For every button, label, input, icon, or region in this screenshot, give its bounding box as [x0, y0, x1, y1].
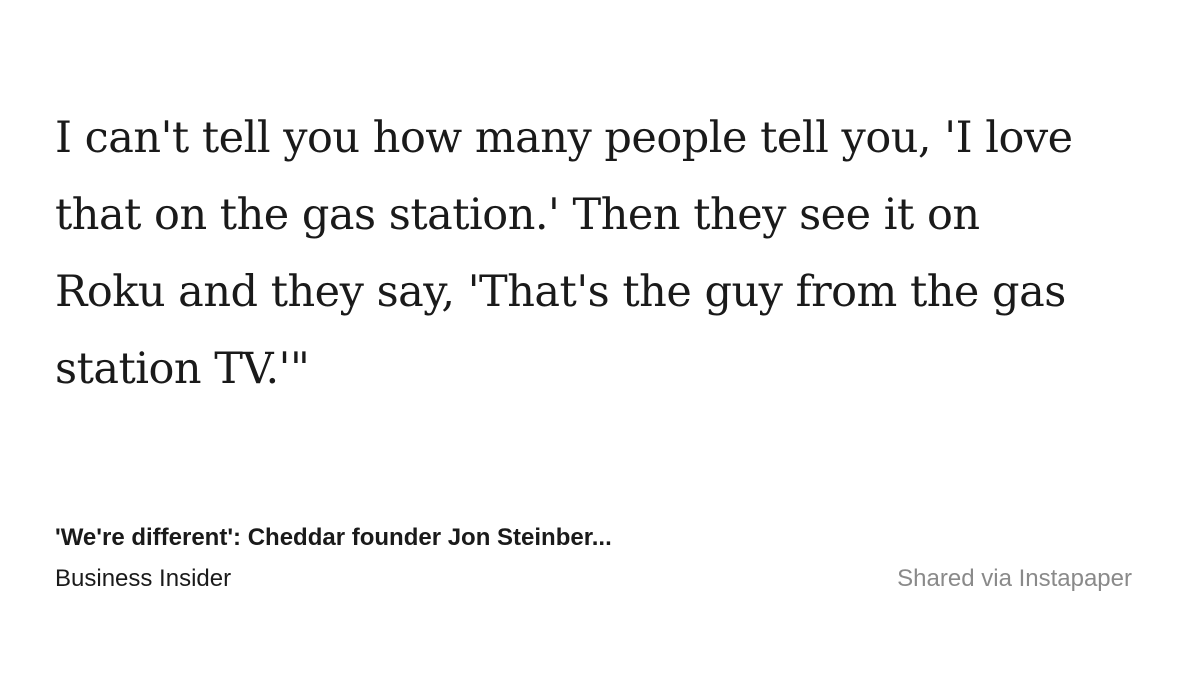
article-footer: 'We're different': Cheddar founder Jon S… — [55, 518, 1132, 600]
source-row: Business Insider Shared via Instapaper — [55, 558, 1132, 600]
quote-text: I can't tell you how many people tell yo… — [55, 113, 1073, 394]
publication-name: Business Insider — [55, 565, 232, 592]
shared-via-label: Shared via Instapaper — [897, 565, 1132, 592]
article-title[interactable]: 'We're different': Cheddar founder Jon S… — [55, 524, 612, 551]
